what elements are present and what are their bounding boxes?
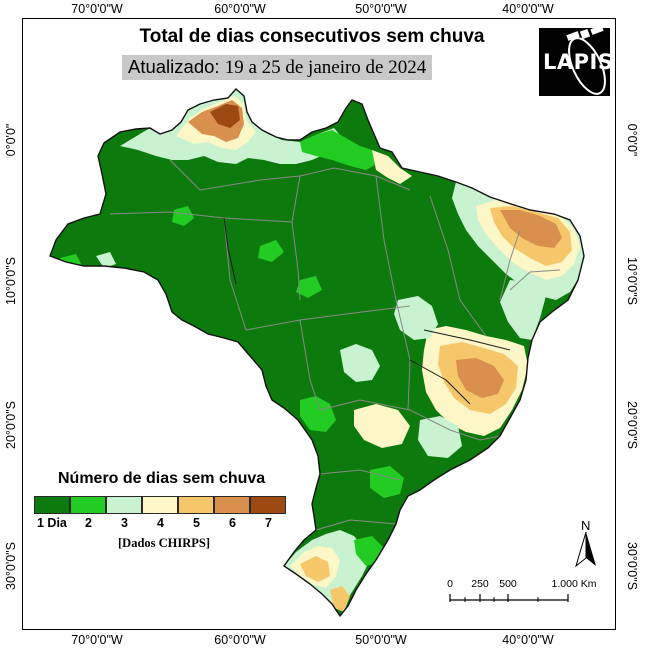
legend-swatch-6 (214, 496, 250, 514)
legend-title: Número de dias sem chuva (58, 470, 266, 487)
latitude-label-right-0: 0°0'0" (625, 123, 639, 157)
legend-scale (34, 496, 286, 514)
longitude-label-bottom-40w: 40°0'0"W (502, 633, 554, 647)
map-title: Total de dias consecutivos sem chuva (139, 26, 485, 47)
longitude-label-bottom-50w: 50°0'0"W (355, 633, 407, 647)
legend-label-6: 6 (229, 516, 236, 530)
scale-label-500: 500 (499, 578, 517, 590)
longitude-label-top-60w: 60°0'0"W (214, 2, 266, 16)
longitude-label-top-50w: 50°0'0"W (355, 2, 407, 16)
longitude-label-bottom-60w: 60°0'0"W (214, 633, 266, 647)
logo-text: LAPIS (543, 50, 610, 74)
north-label: N (581, 518, 591, 533)
latitude-label-left-20s: 20°0'0"S (4, 401, 18, 449)
legend-label-5: 5 (193, 516, 200, 530)
legend-swatch-3 (106, 496, 142, 514)
update-period: Atualizado: 19 a 25 de janeiro de 2024 (122, 55, 433, 80)
latitude-label-left-30s: 30°0'0"S (4, 542, 18, 590)
latitude-label-right-30s: 30°0'0"S (625, 542, 639, 590)
longitude-label-top-40w: 40°0'0"W (502, 2, 554, 16)
north-arrow: N (572, 518, 602, 570)
scale-bar-graphic (449, 594, 569, 602)
legend-swatch-1 (34, 496, 70, 514)
longitude-label-top-70w: 70°0'0"W (71, 2, 123, 16)
legend-label-1: 1 Dia (37, 516, 67, 530)
satellite-icon (566, 28, 606, 95)
update-label: Atualizado: (128, 56, 220, 77)
lapis-logo: LAPIS (539, 28, 610, 96)
legend-label-2: 2 (85, 516, 92, 530)
scale-label-1000: 1.000 Km (551, 578, 597, 590)
scale-label-250: 250 (471, 578, 489, 590)
scale-bar: 0 250 500 1.000 Km (446, 578, 596, 608)
legend-swatch-7 (250, 496, 286, 514)
legend-swatch-4 (142, 496, 178, 514)
legend-label-3: 3 (121, 516, 128, 530)
data-source: [Dados CHIRPS] (118, 536, 211, 550)
latitude-label-left-10s: 10°0'0"S (4, 257, 18, 305)
update-dates: 19 a 25 de janeiro de 2024 (224, 57, 427, 78)
legend-label-4: 4 (157, 516, 164, 530)
latitude-label-right-20s: 20°0'0"S (625, 401, 639, 449)
latitude-label-right-10s: 10°0'0"S (625, 257, 639, 305)
longitude-label-bottom-70w: 70°0'0"W (71, 633, 123, 647)
legend-swatch-5 (178, 496, 214, 514)
legend-label-7: 7 (265, 516, 272, 530)
scale-label-0: 0 (447, 578, 453, 590)
legend-swatch-2 (70, 496, 106, 514)
north-arrow-icon (575, 531, 596, 568)
latitude-label-left-0: 0°0'0" (4, 123, 18, 157)
